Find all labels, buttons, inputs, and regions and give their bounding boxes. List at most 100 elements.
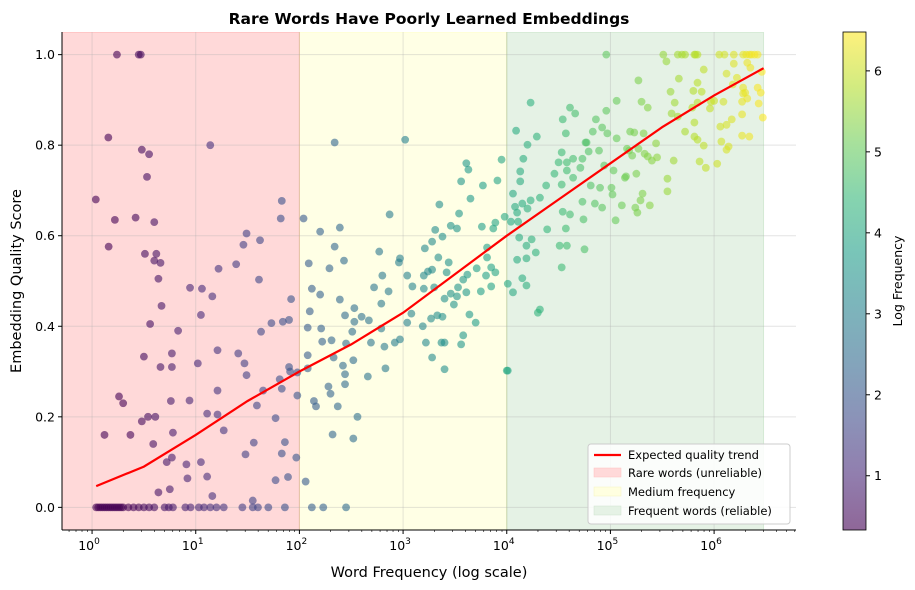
scatter-point	[316, 290, 325, 299]
scatter-point	[633, 208, 642, 217]
scatter-point	[318, 337, 327, 346]
scatter-point	[455, 209, 463, 218]
scatter-point	[444, 258, 453, 267]
scatter-point	[174, 326, 183, 335]
scatter-point	[555, 241, 564, 250]
scatter-point	[630, 128, 639, 137]
scatter-point	[743, 94, 752, 103]
scatter-point	[349, 356, 358, 365]
scatter-point	[578, 197, 587, 206]
scatter-point	[569, 154, 578, 163]
scatter-point	[729, 50, 738, 59]
colorbar-tick-label: 2	[874, 387, 882, 402]
scatter-point	[632, 169, 641, 178]
scatter-point	[592, 115, 600, 124]
scatter-point	[645, 201, 654, 210]
scatter-point	[596, 183, 604, 192]
colorbar-tick-label: 3	[874, 306, 882, 321]
scatter-point	[722, 69, 731, 78]
scatter-point	[249, 438, 258, 447]
scatter-point	[167, 453, 176, 462]
scatter-point	[471, 318, 480, 327]
scatter-point	[154, 274, 163, 283]
scatter-point	[438, 232, 447, 241]
legend-frequent-label: Frequent words (reliable)	[628, 504, 772, 518]
scatter-point	[197, 311, 205, 319]
scatter-point	[503, 366, 512, 375]
scatter-point	[421, 338, 430, 347]
scatter-point	[301, 477, 310, 486]
scatter-point	[137, 145, 146, 154]
x-ticks: 100 101 102 103 104 105 106	[68, 530, 796, 553]
scatter-point	[271, 476, 280, 485]
colorbar-tick-label: 4	[874, 225, 882, 240]
scatter-point	[507, 217, 515, 226]
scatter-point	[151, 412, 160, 421]
y-tick-label: 0.6	[35, 228, 55, 243]
scatter-point	[131, 213, 140, 222]
scatter-point	[516, 167, 525, 176]
scatter-point	[385, 210, 394, 219]
scatter-point	[257, 327, 265, 336]
scatter-point	[543, 225, 552, 234]
scatter-point	[408, 282, 417, 291]
scatter-point	[169, 503, 177, 512]
scatter-point	[724, 142, 733, 151]
scatter-point	[515, 233, 524, 242]
scatter-point	[566, 210, 574, 219]
trend-line	[95, 67, 765, 488]
scatter-point	[693, 78, 702, 87]
scatter-point	[137, 417, 146, 426]
scatter-point	[335, 223, 344, 232]
scatter-point	[396, 335, 404, 344]
scatter-point	[150, 256, 159, 265]
scatter-point	[335, 295, 344, 304]
scatter-point	[716, 122, 725, 131]
scatter-points	[91, 50, 767, 512]
scatter-point	[690, 118, 699, 127]
scatter-point	[513, 208, 522, 217]
scatter-point	[277, 196, 286, 205]
scatter-point	[440, 338, 449, 347]
scatter-point	[729, 59, 738, 68]
scatter-point	[634, 76, 643, 85]
scatter-point	[697, 87, 706, 96]
scatter-point	[126, 431, 135, 439]
scatter-point	[489, 224, 498, 233]
scatter-point	[333, 402, 342, 411]
scatter-point	[569, 173, 578, 182]
scatter-point	[753, 50, 762, 59]
scatter-point	[213, 410, 222, 419]
scatter-point	[254, 503, 262, 512]
scatter-point	[719, 97, 728, 106]
scatter-point	[206, 141, 215, 150]
scatter-point	[666, 87, 675, 96]
scatter-point	[186, 283, 194, 292]
scatter-point	[462, 288, 471, 297]
scatter-point	[511, 202, 519, 211]
scatter-point	[701, 163, 710, 172]
scatter-point	[636, 196, 645, 205]
scatter-point	[380, 342, 389, 351]
scatter-point	[280, 438, 289, 447]
scatter-point	[487, 282, 496, 291]
scatter-point	[727, 115, 736, 124]
x-axis-label: Word Frequency (log scale)	[331, 565, 528, 581]
scatter-point	[219, 426, 228, 435]
scatter-point	[407, 309, 416, 318]
scatter-point	[670, 98, 679, 107]
scatter-point	[483, 253, 491, 262]
scatter-point	[381, 364, 390, 373]
scatter-point	[446, 221, 455, 230]
scatter-point	[145, 150, 153, 159]
x-tick-label: 103	[389, 537, 411, 553]
scatter-point	[317, 324, 326, 333]
scatter-point	[509, 288, 517, 297]
scatter-point	[212, 503, 221, 512]
scatter-point	[558, 207, 567, 216]
colorbar-tick-label: 6	[874, 63, 882, 78]
scatter-point	[428, 265, 437, 274]
scatter-point	[509, 189, 517, 198]
scatter-point	[584, 147, 593, 156]
